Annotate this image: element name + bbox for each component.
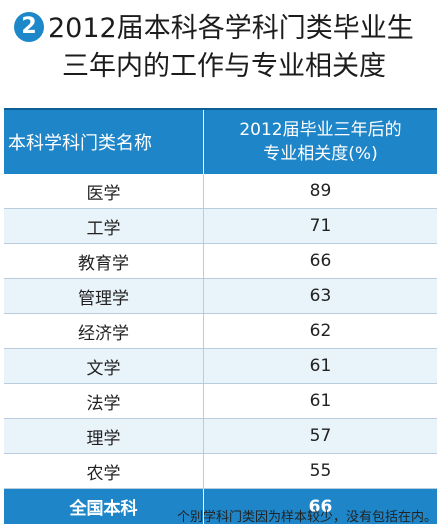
row-value: 61: [309, 356, 332, 376]
row-value: 89: [309, 181, 332, 201]
table-row: 医学 89: [4, 174, 437, 209]
table-row: 教育学 66: [4, 244, 437, 279]
table-row: 理学 57: [4, 419, 437, 454]
row-value: 57: [309, 426, 332, 446]
row-value: 55: [309, 461, 332, 481]
title-line-1: 2 2012届本科各学科门类毕业生: [14, 10, 434, 48]
number-badge: 2: [14, 12, 44, 42]
row-category: 教育学: [4, 244, 204, 278]
row-category: 经济学: [4, 314, 204, 348]
table-row: 法学 61: [4, 384, 437, 419]
header-col-relevance: 2012届毕业三年后的 专业相关度(%): [204, 110, 437, 174]
row-category: 农学: [4, 454, 204, 488]
header-col-relevance-line1: 2012届毕业三年后的: [239, 120, 402, 140]
table-header: 本科学科门类名称 2012届毕业三年后的 专业相关度(%): [4, 108, 437, 174]
row-category: 工学: [4, 209, 204, 243]
row-category: 理学: [4, 419, 204, 453]
table-row: 经济学 62: [4, 314, 437, 349]
table-row: 管理学 63: [4, 279, 437, 314]
total-category: 全国本科: [4, 489, 204, 524]
table-row: 文学 61: [4, 349, 437, 384]
row-category: 文学: [4, 349, 204, 383]
row-value: 66: [309, 251, 332, 271]
table-row: 农学 55: [4, 454, 437, 489]
footnote: 个别学科门类因为样本较少，没有包括在内。: [176, 510, 437, 525]
relevance-table: 本科学科门类名称 2012届毕业三年后的 专业相关度(%) 医学 89 工学 7…: [4, 108, 437, 524]
row-category: 医学: [4, 174, 204, 208]
row-value: 62: [309, 321, 332, 341]
table-row: 工学 71: [4, 209, 437, 244]
title-line-2: 三年内的工作与专业相关度: [62, 51, 386, 82]
row-category: 管理学: [4, 279, 204, 313]
table-total-row: 全国本科 66: [4, 489, 437, 524]
row-value: 61: [309, 391, 332, 411]
header-col-relevance-line2: 专业相关度(%): [263, 144, 378, 164]
page-title: 2 2012届本科各学科门类毕业生 三年内的工作与专业相关度: [14, 10, 434, 86]
header-col-category: 本科学科门类名称: [4, 110, 204, 174]
row-category: 法学: [4, 384, 204, 418]
title-text-1: 2012届本科各学科门类毕业生: [48, 13, 414, 44]
total-value: 66: [308, 496, 333, 517]
row-value: 71: [309, 216, 332, 236]
row-value: 63: [309, 286, 332, 306]
